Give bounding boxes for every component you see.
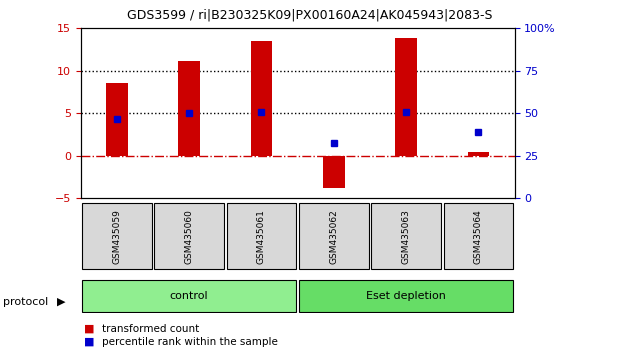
Bar	[323, 156, 345, 188]
Bar	[226, 203, 296, 269]
Text: GSM435064: GSM435064	[474, 209, 483, 264]
Text: control: control	[170, 291, 208, 301]
Bar	[154, 203, 224, 269]
Bar	[299, 203, 369, 269]
Bar	[396, 38, 417, 156]
Bar	[467, 152, 489, 156]
Text: GSM435062: GSM435062	[329, 209, 339, 264]
Text: ▶: ▶	[57, 297, 66, 307]
Bar	[250, 41, 272, 156]
Text: percentile rank within the sample: percentile rank within the sample	[102, 337, 278, 347]
Text: Eset depletion: Eset depletion	[366, 291, 446, 301]
Text: GSM435061: GSM435061	[257, 209, 266, 264]
Text: transformed count: transformed count	[102, 324, 200, 333]
Text: GSM435060: GSM435060	[185, 209, 193, 264]
Text: ■: ■	[84, 324, 94, 333]
Bar	[371, 203, 441, 269]
Text: GSM435059: GSM435059	[112, 209, 122, 264]
Bar	[179, 62, 200, 156]
Text: protocol: protocol	[3, 297, 48, 307]
Bar	[299, 280, 513, 312]
Text: GDS3599 / ri|B230325K09|PX00160A24|AK045943|2083-S: GDS3599 / ri|B230325K09|PX00160A24|AK045…	[127, 9, 493, 22]
Bar	[82, 280, 296, 312]
Bar	[443, 203, 513, 269]
Bar	[82, 203, 152, 269]
Text: GSM435063: GSM435063	[402, 209, 410, 264]
Text: ■: ■	[84, 337, 94, 347]
Bar	[106, 83, 128, 156]
